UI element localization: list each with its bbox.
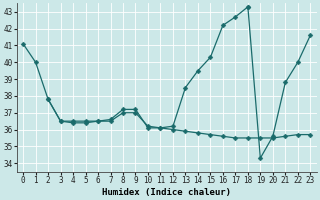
X-axis label: Humidex (Indice chaleur): Humidex (Indice chaleur)	[102, 188, 231, 197]
